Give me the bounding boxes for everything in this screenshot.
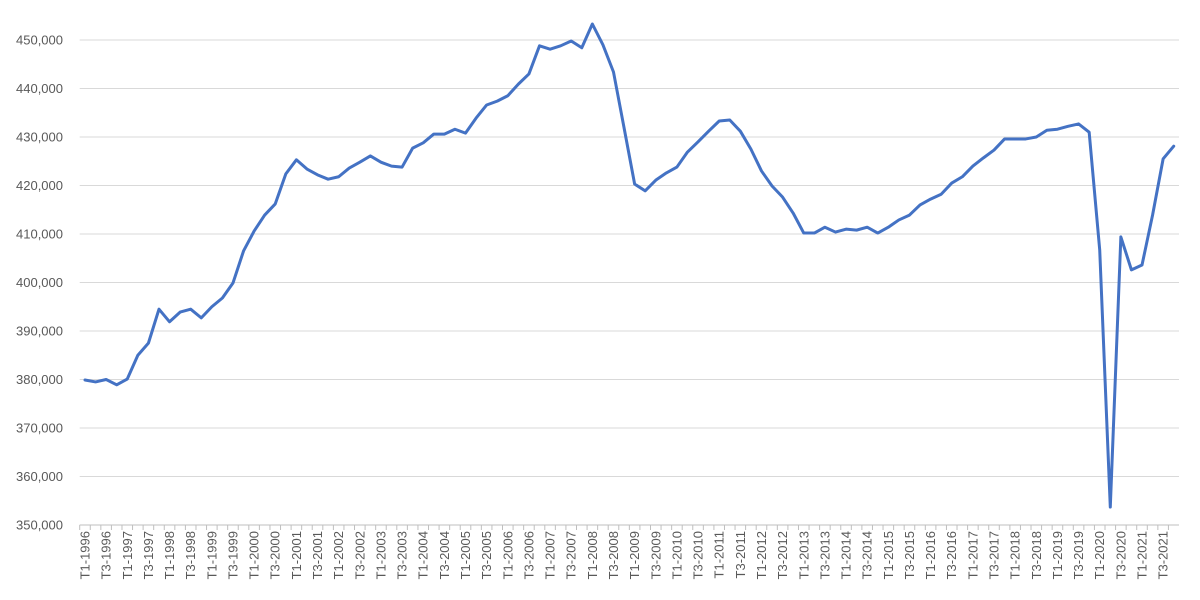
x-tick-label: T1-1996 <box>77 531 92 579</box>
x-tick-label: T3-2009 <box>648 531 663 579</box>
x-tick-label: T1-2017 <box>965 531 980 579</box>
y-tick-label: 410,000 <box>16 227 63 242</box>
x-tick-label: T1-2008 <box>585 531 600 579</box>
x-tick-label: T3-2012 <box>775 531 790 579</box>
x-tick-label: T3-2005 <box>479 531 494 579</box>
x-tick-label: T3-2021 <box>1156 531 1171 579</box>
x-tick-label: T1-1997 <box>120 531 135 579</box>
x-tick-label: T3-2006 <box>521 531 536 579</box>
x-tick-label: T3-2015 <box>902 531 917 579</box>
x-tick-label: T3-2001 <box>310 531 325 579</box>
y-tick-label: 430,000 <box>16 130 63 145</box>
x-tick-label: T1-2004 <box>416 531 431 579</box>
x-tick-label: T3-1997 <box>141 531 156 579</box>
x-tick-label: T3-1998 <box>183 531 198 579</box>
x-tick-label: T1-2010 <box>669 531 684 579</box>
y-tick-label: 370,000 <box>16 421 63 436</box>
y-tick-label: 350,000 <box>16 518 63 533</box>
x-tick-label: T3-2008 <box>606 531 621 579</box>
x-tick-label: T1-1998 <box>162 531 177 579</box>
y-tick-label: 380,000 <box>16 372 63 387</box>
x-tick-label: T1-2011 <box>712 531 727 578</box>
x-tick-label: T1-2014 <box>839 531 854 579</box>
x-tick-label: T1-2012 <box>754 531 769 579</box>
x-tick-label: T3-2002 <box>352 531 367 579</box>
x-tick-label: T3-1999 <box>225 531 240 579</box>
x-tick-label: T3-2019 <box>1071 531 1086 579</box>
x-tick-label: T1-2020 <box>1092 531 1107 579</box>
x-tick-label: T3-2017 <box>987 531 1002 579</box>
x-tick-label: T1-2019 <box>1050 531 1065 579</box>
x-tick-label: T1-2009 <box>627 531 642 579</box>
x-tick-label: T1-2015 <box>881 531 896 579</box>
x-tick-label: T3-2004 <box>437 531 452 579</box>
x-tick-label: T1-2000 <box>247 531 262 579</box>
x-tick-label: T1-2005 <box>458 531 473 579</box>
y-tick-label: 400,000 <box>16 275 63 290</box>
x-tick-label: T3-2007 <box>564 531 579 579</box>
y-tick-label: 450,000 <box>16 33 63 48</box>
y-tick-label: 390,000 <box>16 324 63 339</box>
x-tick-label: T1-1999 <box>204 531 219 579</box>
x-tick-label: T1-2007 <box>543 531 558 579</box>
x-tick-label: T3-2013 <box>817 531 832 579</box>
data-line <box>83 22 1176 509</box>
x-tick-label: T1-2006 <box>500 531 515 579</box>
x-tick-label: T3-1996 <box>99 531 114 579</box>
x-tick-label: T1-2001 <box>289 531 304 579</box>
x-tick-label: T3-2010 <box>691 531 706 579</box>
x-tick-label: T1-2003 <box>373 531 388 579</box>
x-tick-label: T1-2021 <box>1135 531 1150 579</box>
x-tick-label: T3-2016 <box>944 531 959 579</box>
y-tick-label: 420,000 <box>16 178 63 193</box>
y-tick-label: 360,000 <box>16 469 63 484</box>
x-tick-label: T1-2018 <box>1008 531 1023 579</box>
x-tick-label: T3-2003 <box>395 531 410 579</box>
x-tick-label: T3-2020 <box>1113 531 1128 579</box>
x-tick-label: T3-2011 <box>733 531 748 578</box>
x-tick-label: T1-2016 <box>923 531 938 579</box>
x-tick-label: T1-2013 <box>796 531 811 579</box>
x-tick-label: T3-2018 <box>1029 531 1044 579</box>
x-tick-label: T3-2014 <box>860 531 875 579</box>
y-tick-label: 440,000 <box>16 81 63 96</box>
x-tick-label: T1-2002 <box>331 531 346 579</box>
x-tick-label: T3-2000 <box>268 531 283 579</box>
